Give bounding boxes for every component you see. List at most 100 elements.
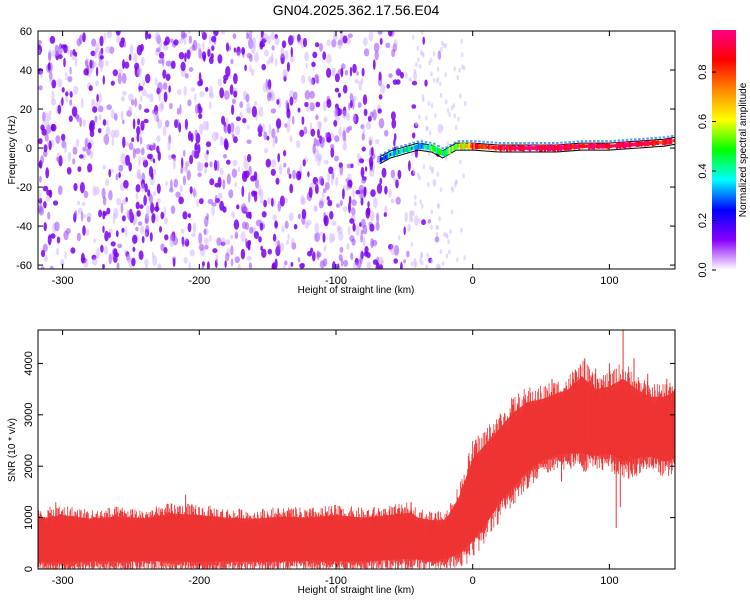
noise-blob [412,169,416,175]
signal-cell [386,153,389,160]
signal-cell [547,144,550,152]
snr-frame [37,329,676,570]
noise-blob [376,212,380,223]
noise-blob [204,237,209,245]
signal-cell [443,150,446,157]
noise-blob [179,104,182,115]
noise-blob [342,130,347,142]
noise-blob [260,245,263,251]
noise-blob [67,151,72,162]
noise-blob [349,218,355,224]
noise-blob [46,124,52,134]
noise-blob [197,43,201,51]
noise-blob [54,44,59,53]
noise-blob [182,149,186,157]
noise-blob [247,245,251,251]
noise-blob [263,49,269,57]
noise-blob [45,167,50,179]
noise-blob [299,129,305,137]
noise-blob [163,247,168,254]
noise-blob [205,141,212,148]
noise-blob [135,184,141,193]
noise-blob [198,48,202,59]
noise-blob [181,157,184,169]
noise-blob [141,147,145,156]
noise-blob [87,163,93,173]
noise-blob [156,214,159,223]
noise-blob [312,251,316,262]
noise-blob [352,189,355,198]
noise-blob [415,62,418,68]
noise-blob [186,49,191,60]
noise-blob [43,112,50,119]
signal-halo [490,141,493,144]
noise-blob [234,182,237,188]
noise-blob [419,199,423,205]
noise-blob [134,97,137,108]
noise-blob [259,189,264,200]
noise-blob [38,189,41,201]
noise-blob [106,119,109,127]
signal-cell [630,142,633,147]
noise-blob [141,156,147,162]
noise-blob [136,172,142,180]
signal-halo [617,139,621,142]
signal-halo [424,141,428,144]
y-tick-label: 0 [26,143,32,155]
noise-blob [60,44,67,49]
signal-halo [502,142,506,144]
signal-cell [581,143,584,149]
noise-blob [91,98,96,108]
noise-blob [185,160,191,167]
noise-blob [152,158,156,164]
noise-blob [214,182,220,188]
noise-blob [206,150,209,155]
signal-cell [594,144,597,148]
noise-blob [103,32,106,40]
noise-blob [397,169,402,180]
noise-blob [204,244,209,250]
signal-cell [579,144,583,148]
noise-blob [329,232,333,244]
noise-blob [92,185,97,197]
noise-blob [102,119,107,126]
noise-blob [331,220,337,226]
noise-blob [441,261,445,267]
noise-blob [156,135,161,142]
signal-halo [662,136,666,139]
noise-blob [319,43,323,52]
noise-blob [110,129,116,139]
noise-blob [128,142,134,151]
chart-title: GN04.2025.362.17.56.E04 [272,2,440,18]
signal-cell [432,145,435,152]
noise-blob [69,91,73,98]
noise-blob [136,125,141,136]
noise-blob [456,257,459,263]
noise-blob [112,212,116,225]
noise-blob [337,226,343,235]
noise-blob [43,144,48,153]
noise-blob [436,66,440,72]
noise-blob [105,60,109,67]
noise-blob [360,166,365,178]
noise-blob [246,124,250,130]
noise-blob [261,37,267,44]
noise-blob [246,102,251,114]
noise-blob [153,191,156,197]
noise-blob [432,178,437,187]
noise-blob [163,91,168,103]
noise-blob [445,253,449,259]
signal-cell [461,143,464,149]
noise-blob [392,79,398,85]
noise-blob [96,93,99,103]
noise-blob [80,211,84,222]
noise-blob [258,132,263,137]
signal-cell [604,144,607,149]
noise-blob [383,212,387,217]
noise-blob [61,133,66,142]
noise-blob [323,116,328,123]
noise-blob [349,92,354,102]
signal-cell [412,145,415,150]
noise-blob [277,153,281,163]
noise-blob [43,222,47,232]
